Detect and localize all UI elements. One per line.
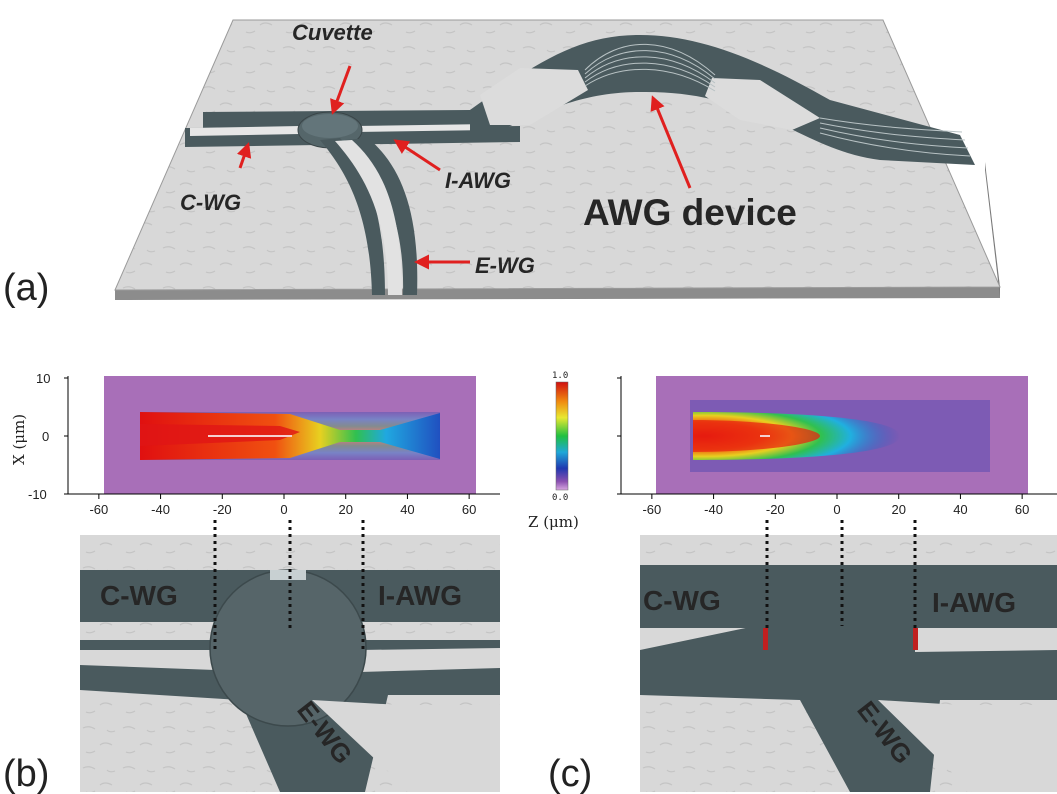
x-tick-label: 60: [1015, 502, 1029, 517]
e-wg-left: [320, 138, 385, 295]
c-label-i-awg: I-AWG: [932, 587, 1016, 618]
label-e-wg: E-WG: [475, 253, 535, 278]
x-tick-label: 20: [891, 502, 905, 517]
waveguide-top-band: [203, 104, 500, 128]
awg-window-left: [480, 68, 588, 125]
x-tick-label: -40: [704, 502, 723, 517]
panel-a-3d-view: Cuvette C-WG I-AWG AWG device E-WG (a): [3, 19, 1001, 309]
awg-array-lines: [584, 43, 971, 157]
annotation-arrows: [236, 65, 692, 270]
e-wg-right: [345, 138, 418, 295]
b-label-i-awg: I-AWG: [378, 580, 462, 611]
y-tick-10: 10: [36, 371, 50, 386]
x-axis-ticks-c: -60 -40 -20 0 20 40 60: [642, 494, 1029, 517]
x-tick-label: 0: [833, 502, 840, 517]
colorbar-min: 0.0: [552, 493, 568, 503]
panel-c-zoom: C-WG I-AWG E-WG (c): [548, 520, 1057, 794]
label-i-awg: I-AWG: [445, 168, 511, 193]
x-tick-label: 40: [400, 502, 414, 517]
c-upper-band: [640, 565, 1057, 625]
b-label-c-wg: C-WG: [100, 580, 178, 611]
x-tick-label: 40: [953, 502, 967, 517]
panel-label-a: (a): [3, 267, 49, 309]
x-tick-label: -20: [213, 502, 232, 517]
awg-window-right: [705, 78, 820, 130]
panel-label-b: (b): [3, 753, 49, 794]
x-tick-label: 20: [338, 502, 352, 517]
c-label-c-wg: C-WG: [643, 585, 721, 616]
panel-b-zoom: C-WG I-AWG E-WG (b): [3, 520, 500, 794]
y-axis-label: X (μm): [10, 414, 28, 465]
x-tick-label: 60: [462, 502, 476, 517]
x-axis-label: Z (μm): [528, 513, 579, 531]
c-lower-band: [640, 625, 1057, 792]
x-axis-ticks-b: -60 -40 -20 0 20 40 60: [89, 494, 476, 517]
colorbar: 1.0 0.0 Z (μm): [528, 371, 579, 531]
substrate-edge: [115, 287, 1000, 300]
x-tick-label: -60: [642, 502, 661, 517]
x-tick-label: -40: [151, 502, 170, 517]
panel-label-c: (c): [548, 753, 592, 794]
y-tick-0: 0: [42, 429, 49, 444]
x-tick-label: -20: [766, 502, 785, 517]
panel-b-field-plot: -60 -40 -20 0 20 40 60 10 0 -10 X (μm): [10, 371, 500, 517]
x-tick-label: -60: [89, 502, 108, 517]
y-tick-neg10: -10: [28, 487, 47, 502]
label-c-wg: C-WG: [180, 190, 241, 215]
label-cuvette: Cuvette: [292, 20, 373, 45]
x-tick-label: 0: [280, 502, 287, 517]
label-awg-device: AWG device: [583, 192, 797, 233]
colorbar-max: 1.0: [552, 371, 568, 381]
panel-c-field-plot: -60 -40 -20 0 20 40 60: [617, 376, 1057, 517]
